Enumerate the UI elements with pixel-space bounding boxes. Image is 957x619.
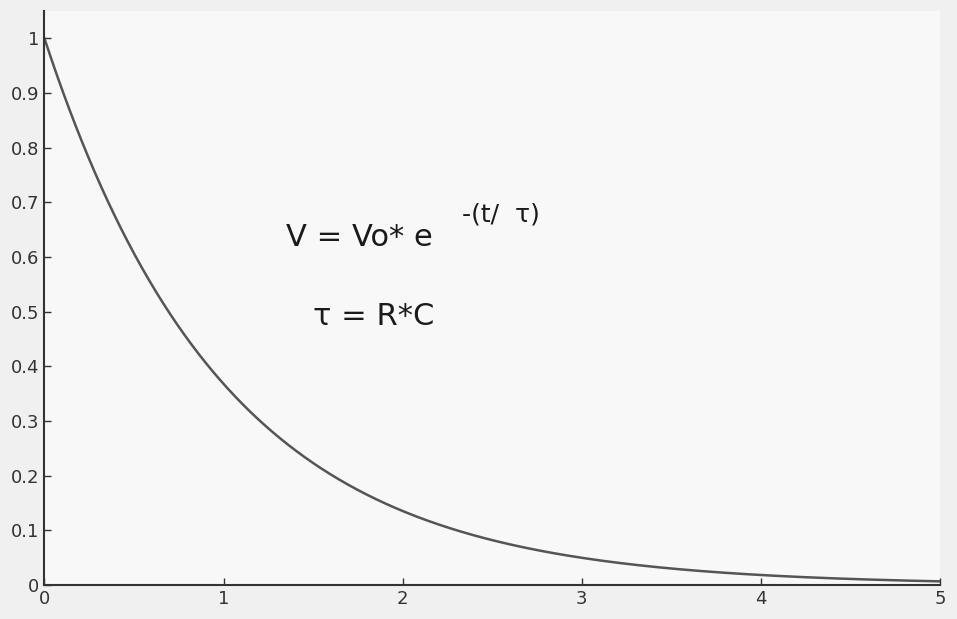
Text: -(t/  τ): -(t/ τ) bbox=[462, 202, 540, 227]
Text: τ = R*C: τ = R*C bbox=[313, 303, 434, 331]
Text: V = Vo* e: V = Vo* e bbox=[286, 223, 434, 252]
